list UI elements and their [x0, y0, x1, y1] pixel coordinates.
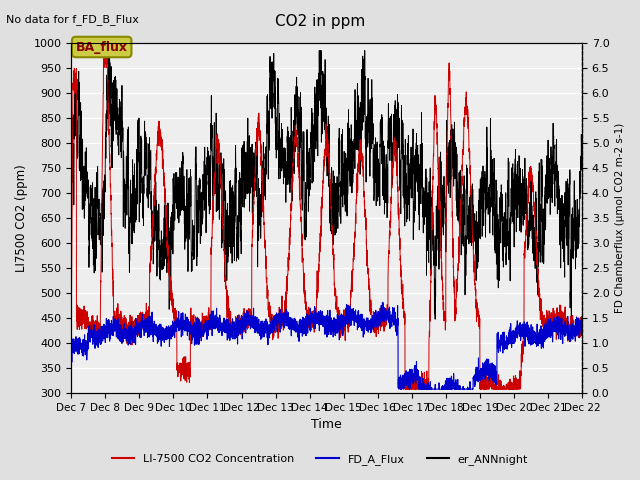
Legend: LI-7500 CO2 Concentration, FD_A_Flux, er_ANNnight: LI-7500 CO2 Concentration, FD_A_Flux, er…	[108, 450, 532, 469]
X-axis label: Time: Time	[311, 419, 342, 432]
Text: BA_flux: BA_flux	[76, 40, 128, 53]
Text: No data for f_FD_B_Flux: No data for f_FD_B_Flux	[6, 14, 140, 25]
Y-axis label: FD Chamberflux (μmol CO2 m-2 s-1): FD Chamberflux (μmol CO2 m-2 s-1)	[615, 123, 625, 313]
Y-axis label: LI7500 CO2 (ppm): LI7500 CO2 (ppm)	[15, 164, 28, 272]
Text: CO2 in ppm: CO2 in ppm	[275, 14, 365, 29]
